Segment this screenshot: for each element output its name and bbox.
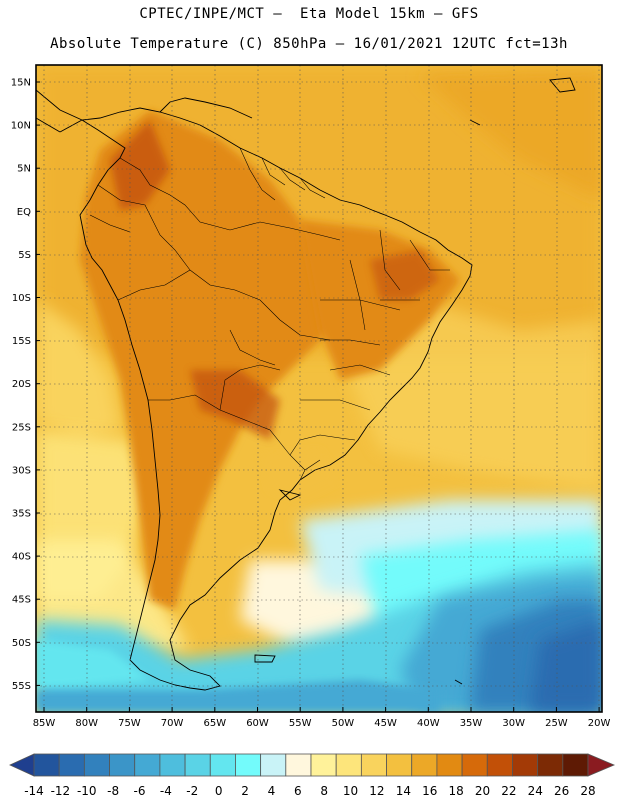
lon-tick-label: 85W xyxy=(33,718,56,729)
colorbar-label: 22 xyxy=(501,784,516,798)
colorbar-label: 10 xyxy=(343,784,358,798)
colorbar-label: -12 xyxy=(51,784,71,798)
lat-tick-label: 30S xyxy=(12,465,31,476)
longitude-tick-labels: 85W 80W 75W 70W 65W 60W 55W 50W 45W 40W 35W 30W 25W 2… xyxy=(33,707,611,729)
lat-tick-label: 25S xyxy=(12,422,31,433)
lon-tick-label: 70W xyxy=(161,718,184,729)
colorbar-swatch xyxy=(512,753,539,777)
lat-tick-label: 55S xyxy=(12,681,31,692)
colorbar-swatch xyxy=(335,753,362,777)
lon-tick-label: 50W xyxy=(332,718,355,729)
lat-tick-label: 20S xyxy=(12,379,31,390)
colorbar-low-arrow xyxy=(9,753,35,777)
colorbar-label: 2 xyxy=(241,784,249,798)
colorbar-swatch xyxy=(235,753,262,777)
colorbar-label: -4 xyxy=(160,784,172,798)
colorbar-swatch xyxy=(486,753,513,777)
colorbar-swatch xyxy=(109,753,136,777)
map-title: CPTEC/INPE/MCT – Eta Model 15km – GFS xyxy=(139,6,479,22)
lat-tick-label: 15S xyxy=(12,336,31,347)
colorbar-label: 28 xyxy=(580,784,595,798)
colorbar-label: 12 xyxy=(369,784,384,798)
colorbar-label: 0 xyxy=(215,784,223,798)
lat-tick-label: 10S xyxy=(12,293,31,304)
coastline xyxy=(36,77,576,691)
lon-tick-label: 80W xyxy=(75,718,98,729)
colorbar-swatch xyxy=(310,753,337,777)
lon-tick-label: 20W xyxy=(588,718,611,729)
lon-tick-label: 60W xyxy=(246,718,269,729)
colorbar-swatch xyxy=(562,753,589,777)
colorbar-label: -14 xyxy=(24,784,44,798)
lat-tick-label: 45S xyxy=(12,595,31,606)
colorbar-label: -2 xyxy=(186,784,198,798)
colorbar-label: 26 xyxy=(554,784,569,798)
colorbar: -14 -12 -10 -8 -6 -4 -2 0 2 4 6 8 10 12 14 16 18 20 22 24 26… xyxy=(9,753,616,798)
colorbar-swatch xyxy=(209,753,236,777)
lon-tick-label: 75W xyxy=(118,718,141,729)
colorbar-label: 14 xyxy=(396,784,411,798)
latitude-tick-labels: 15N 10N 5N EQ 5S 10S 15S 20S 25S 30S 35S 40S 45S 50S 5… xyxy=(11,78,40,692)
lon-tick-label: 25W xyxy=(545,718,568,729)
lat-tick-label: 35S xyxy=(12,509,31,520)
lat-tick-label: 50S xyxy=(12,638,31,649)
colorbar-label: 18 xyxy=(448,784,463,798)
lat-tick-label: EQ xyxy=(17,207,31,218)
colorbar-label: -8 xyxy=(107,784,119,798)
colorbar-label: 24 xyxy=(528,784,543,798)
colorbar-swatch xyxy=(83,753,110,777)
lon-tick-label: 35W xyxy=(460,718,483,729)
colorbar-label: 16 xyxy=(422,784,437,798)
map-subtitle: Absolute Temperature (C) 850hPa – 16/01/… xyxy=(50,36,568,52)
colorbar-high-arrow xyxy=(587,753,616,777)
lon-tick-label: 30W xyxy=(502,718,525,729)
colorbar-label: 20 xyxy=(475,784,490,798)
lon-tick-label: 65W xyxy=(203,718,226,729)
lat-tick-label: 40S xyxy=(12,552,31,563)
colorbar-swatch xyxy=(386,753,413,777)
lon-tick-label: 45W xyxy=(374,718,397,729)
lon-tick-label: 55W xyxy=(289,718,312,729)
colorbar-label: 4 xyxy=(268,784,276,798)
lat-tick-label: 5N xyxy=(17,164,31,175)
colorbar-swatch xyxy=(461,753,488,777)
temperature-field xyxy=(36,65,602,712)
colorbar-swatch xyxy=(33,753,60,777)
colorbar-swatch xyxy=(360,753,387,777)
colorbar-label: -10 xyxy=(77,784,97,798)
colorbar-swatch xyxy=(184,753,211,777)
colorbar-swatch xyxy=(159,753,186,777)
lat-tick-label: 15N xyxy=(11,78,31,89)
colorbar-swatch xyxy=(260,753,287,777)
colorbar-label: -6 xyxy=(134,784,146,798)
colorbar-swatch xyxy=(58,753,85,777)
lon-tick-label: 40W xyxy=(417,718,440,729)
colorbar-swatch xyxy=(134,753,161,777)
colorbar-swatch xyxy=(411,753,438,777)
colorbar-label: 6 xyxy=(294,784,302,798)
lat-tick-label: 5S xyxy=(18,250,31,261)
map-frame xyxy=(35,64,603,713)
lat-tick-label: 10N xyxy=(11,121,31,132)
colorbar-swatch xyxy=(537,753,564,777)
colorbar-swatch xyxy=(285,753,312,777)
colorbar-label: 8 xyxy=(320,784,328,798)
colorbar-swatch xyxy=(436,753,463,777)
